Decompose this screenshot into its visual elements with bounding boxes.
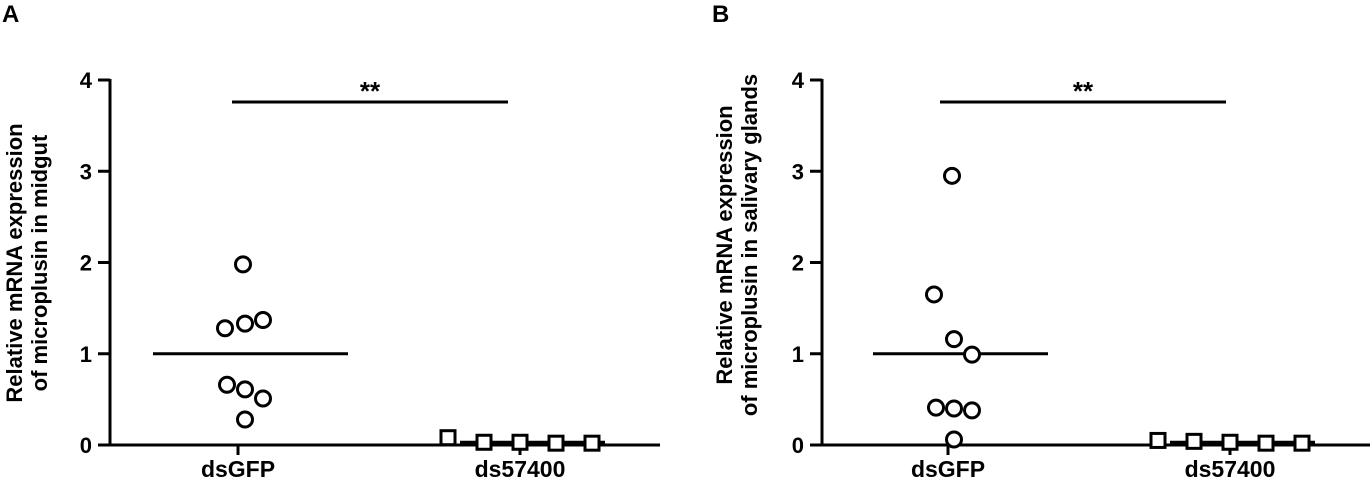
data-point-square: [1293, 434, 1311, 452]
y-axis-label-line-1: Relative mRNA expression: [2, 123, 27, 402]
data-point-circle: [236, 380, 254, 399]
data-point-circle: [945, 330, 963, 349]
data-point-circle: [236, 410, 254, 429]
y-axis-label-line-1: Relative mRNA expression: [712, 105, 737, 384]
x-category-label: ds57400: [475, 456, 566, 482]
y-tick-label: 1: [80, 342, 92, 367]
data-point-circle: [963, 345, 981, 364]
data-point-circle: [216, 319, 234, 338]
y-axis-label-line-2: of microplusin in salivary glands: [737, 74, 762, 416]
y-axis-label-line-2: of microplusin in midgut: [27, 134, 52, 391]
data-point-square: [1257, 434, 1275, 452]
data-point-square: [1221, 433, 1239, 451]
y-axis-label: Relative mRNA expression of microplusin …: [2, 123, 52, 402]
data-point-circle: [927, 398, 945, 417]
y-tick-label: 4: [80, 68, 93, 93]
data-point-square: [1185, 432, 1203, 450]
y-tick-label: 0: [80, 433, 92, 458]
data-point-square: [511, 433, 529, 451]
data-point-circle: [218, 375, 236, 394]
data-point-circle: [943, 166, 961, 185]
y-tick-label: 0: [792, 433, 804, 458]
y-tick-label: 2: [792, 251, 804, 276]
data-point-circle: [254, 310, 272, 329]
significance-marker: **: [360, 76, 381, 106]
panel-b: B Relative mRNA expression of microplusi…: [712, 1, 1370, 482]
panel-a: A Relative mRNA expression of microplusi…: [2, 1, 660, 482]
data-point-circle: [945, 399, 963, 418]
x-category-label: ds57400: [1185, 456, 1276, 482]
y-tick-label: 4: [792, 68, 805, 93]
x-category-label: dsGFP: [201, 456, 275, 482]
data-point-square: [439, 429, 457, 447]
panel-letter: A: [2, 1, 19, 28]
x-category-label: dsGFP: [911, 456, 985, 482]
y-tick-label: 3: [80, 159, 92, 184]
data-point-square: [475, 433, 493, 451]
data-point-circle: [234, 255, 252, 274]
y-tick-label: 2: [80, 251, 92, 276]
data-point-circle: [945, 430, 963, 449]
data-point-circle: [963, 401, 981, 420]
panel-letter: B: [712, 1, 729, 28]
data-point-square: [583, 434, 601, 452]
data-point-circle: [925, 285, 943, 304]
data-point-circle: [254, 389, 272, 408]
y-tick-label: 1: [792, 342, 804, 367]
data-point-square: [547, 434, 565, 452]
data-point-square: [1149, 431, 1167, 449]
data-point-circle: [236, 314, 254, 333]
y-axis-label: Relative mRNA expression of microplusin …: [712, 74, 762, 416]
significance-marker: **: [1073, 76, 1094, 106]
y-tick-label: 3: [792, 159, 804, 184]
